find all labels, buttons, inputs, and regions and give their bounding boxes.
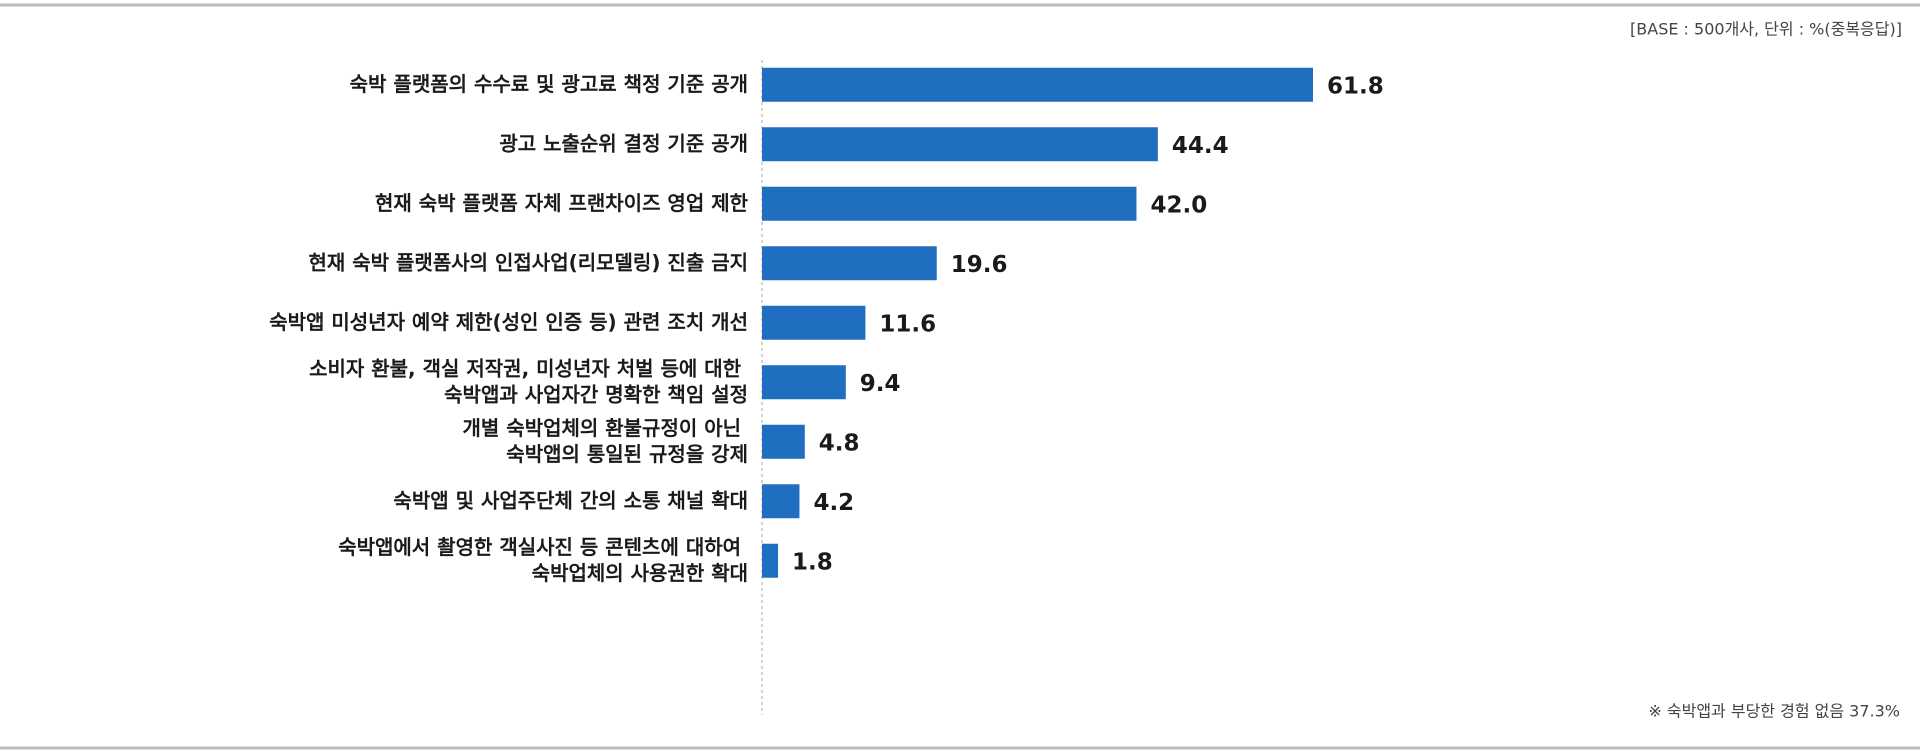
bar: [762, 365, 846, 400]
category-label: 광고 노출순위 결정 기준 공개: [499, 131, 748, 155]
value-label: 44.4: [1172, 133, 1229, 159]
category-label: 현재 숙박 플랫폼 자체 프랜차이즈 영업 제한: [375, 190, 749, 214]
bar: [762, 67, 1313, 102]
category-label: 개별 숙박업체의 환불규정이 아닌 숙박앱의 통일된 규정을 강제: [463, 415, 748, 465]
bar: [762, 127, 1158, 162]
bar: [762, 246, 937, 281]
category-label: 소비자 환불, 객실 저작권, 미성년자 처벌 등에 대한 숙박앱과 사업자간 …: [309, 356, 748, 406]
bar: [762, 484, 800, 519]
value-label: 19.6: [951, 252, 1008, 278]
bar: [762, 424, 805, 459]
value-label: 1.8: [792, 549, 833, 575]
value-label: 9.4: [860, 371, 901, 397]
value-label: 42.0: [1150, 192, 1207, 218]
category-label: 숙박앱에서 촬영한 객실사진 등 콘텐츠에 대하여 숙박업체의 사용권한 확대: [338, 534, 748, 584]
category-label: 숙박 플랫폼의 수수료 및 광고료 책정 기준 공개: [350, 71, 748, 95]
category-label: 현재 숙박 플랫폼사의 인접사업(리모델링) 진출 금지: [309, 250, 749, 274]
value-label: 4.2: [813, 490, 854, 516]
note: [BASE : 500개사, 단위 : %(중복응답)]: [1630, 20, 1902, 39]
value-label: 61.8: [1327, 73, 1384, 99]
bar: [762, 186, 1137, 221]
category-label: 숙박앱 및 사업주단체 간의 소통 채널 확대: [393, 488, 748, 512]
bar: [762, 305, 866, 340]
value-label: 11.6: [879, 311, 936, 337]
footnote: ※ 숙박앱과 부당한 경험 없음 37.3%: [1648, 702, 1900, 721]
bar: [762, 543, 779, 578]
value-label: 4.8: [819, 430, 860, 456]
category-label: 숙박앱 미성년자 예약 제한(성인 인증 등) 관련 조치 개선: [269, 309, 748, 333]
